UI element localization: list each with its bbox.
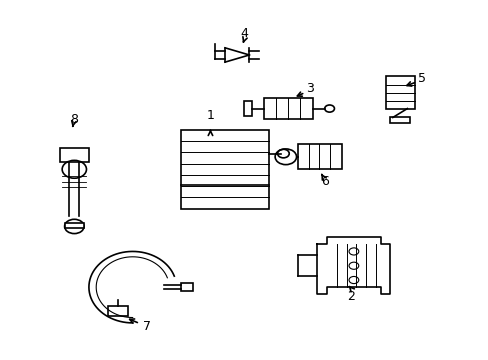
Bar xyxy=(181,130,268,208)
Bar xyxy=(60,148,89,162)
Text: 4: 4 xyxy=(240,27,248,40)
Text: 5: 5 xyxy=(417,72,425,85)
Text: 7: 7 xyxy=(143,320,151,333)
Bar xyxy=(64,223,84,228)
Text: 2: 2 xyxy=(347,289,355,303)
Bar xyxy=(297,144,341,169)
Bar xyxy=(385,76,414,109)
Text: 8: 8 xyxy=(70,113,78,126)
Bar xyxy=(108,306,127,316)
Bar xyxy=(389,117,409,123)
Bar xyxy=(244,102,252,116)
Bar xyxy=(181,283,193,292)
Text: 6: 6 xyxy=(320,175,328,188)
Text: 1: 1 xyxy=(206,109,214,122)
Bar xyxy=(264,98,312,119)
Text: 3: 3 xyxy=(305,82,313,95)
